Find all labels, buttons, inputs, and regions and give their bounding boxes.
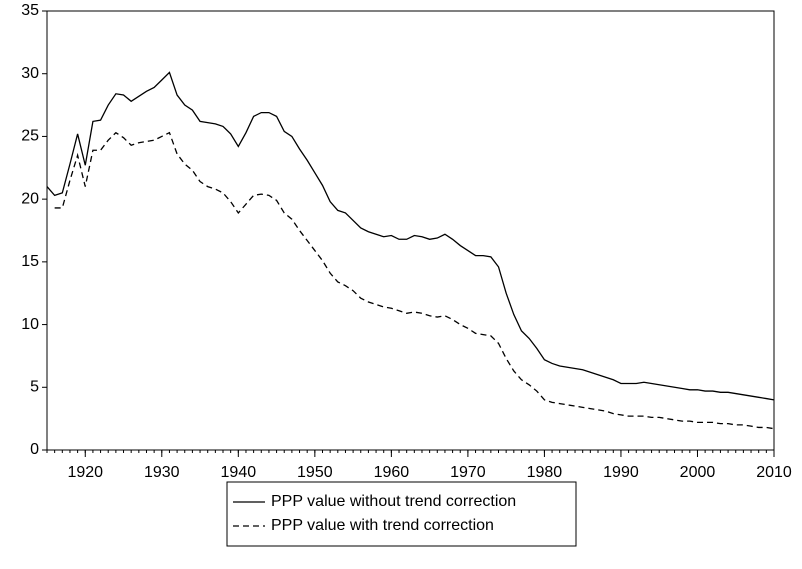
x-tick-label: 1950 <box>297 464 333 481</box>
x-tick-label: 1990 <box>603 464 639 481</box>
x-tick-label: 2000 <box>680 464 716 481</box>
x-tick-label: 1960 <box>374 464 410 481</box>
y-tick-label: 35 <box>21 2 39 19</box>
legend-label: PPP value with trend correction <box>271 517 494 534</box>
legend-box <box>226 481 577 547</box>
y-tick-label: 25 <box>21 128 39 145</box>
x-tick-label: 2010 <box>756 464 792 481</box>
x-tick-label: 1940 <box>221 464 257 481</box>
x-tick-label: 1970 <box>450 464 486 481</box>
y-tick-label: 10 <box>21 316 39 333</box>
x-tick-label: 1980 <box>527 464 563 481</box>
y-tick-label: 30 <box>21 65 39 82</box>
y-tick-label: 15 <box>21 253 39 270</box>
y-tick-label: 0 <box>30 441 39 458</box>
series-line <box>46 71 775 401</box>
y-tick-label: 20 <box>21 190 39 207</box>
plot-frame <box>46 10 775 451</box>
y-tick-label: 5 <box>30 379 39 396</box>
series-line <box>54 131 775 430</box>
legend-label: PPP value without trend correction <box>271 493 516 510</box>
x-tick-label: 1920 <box>67 464 103 481</box>
x-tick-label: 1930 <box>144 464 180 481</box>
